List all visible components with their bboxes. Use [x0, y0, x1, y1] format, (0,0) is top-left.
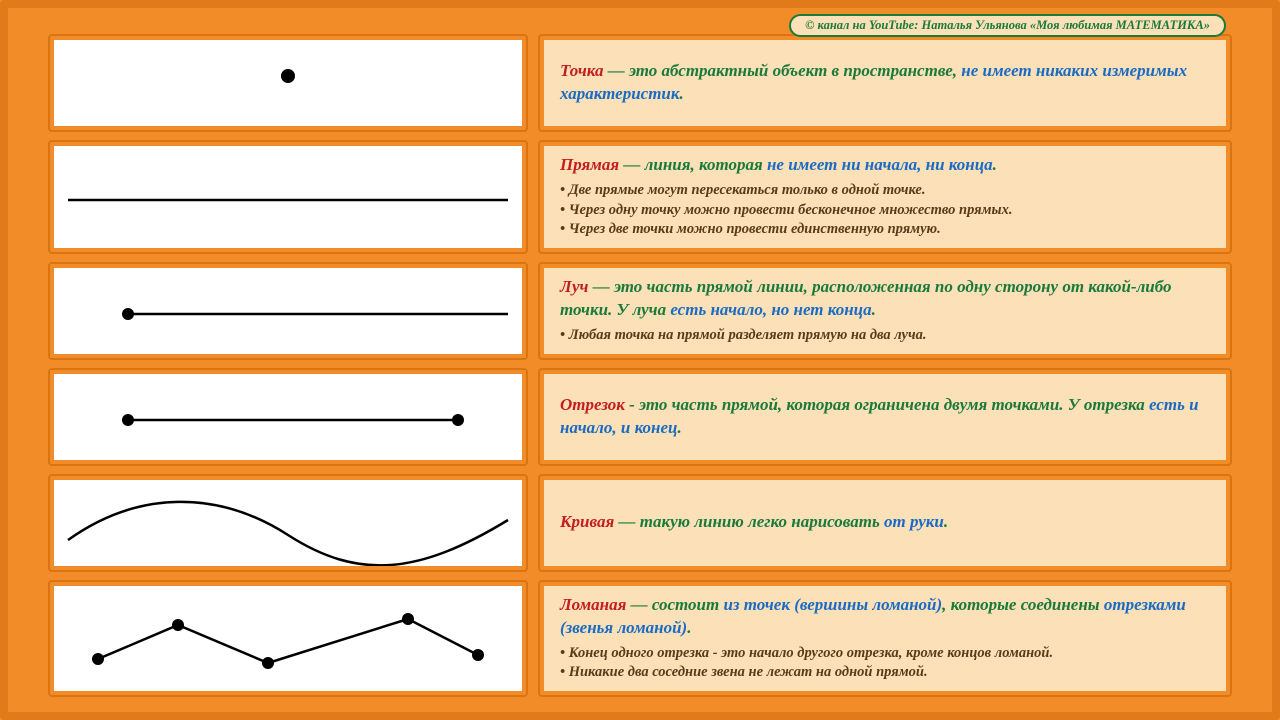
figure-line: [50, 142, 526, 252]
text-span: есть начало, но нет конца: [670, 300, 871, 319]
figure-curve: [50, 476, 526, 570]
definition-text: Луч — это часть прямой линии, расположен…: [560, 276, 1210, 322]
rows-container: Точка — это абстрактный объект в простра…: [50, 36, 1230, 695]
bullet-list: Конец одного отрезка - это начало другог…: [560, 644, 1210, 683]
bullet-item: Никакие два соседние звена не лежат на о…: [560, 663, 1210, 683]
bullet-item: Через одну точку можно провести бесконеч…: [560, 201, 1210, 221]
text-span: — состоит: [626, 595, 723, 614]
desc-polyline: Ломаная — состоит из точек (вершины лома…: [540, 582, 1230, 695]
text-span: .: [680, 84, 684, 103]
text-span: .: [687, 618, 691, 637]
term: Прямая: [560, 155, 619, 174]
term: Кривая: [560, 512, 614, 531]
row-segment: Отрезок - это часть прямой, которая огра…: [50, 370, 1230, 464]
definition-text: Ломаная — состоит из точек (вершины лома…: [560, 594, 1210, 640]
term: Луч: [560, 277, 588, 296]
row-curve: Кривая — такую линию легко нарисовать от…: [50, 476, 1230, 570]
bullet-list: Две прямые могут пересекаться только в о…: [560, 181, 1210, 240]
text-span: — такую линию легко нарисовать: [614, 512, 884, 531]
row-line: Прямая — линия, которая не имеет ни нача…: [50, 142, 1230, 252]
credit-badge: © канал на YouTube: Наталья Ульянова «Мо…: [789, 14, 1226, 37]
term: Ломаная: [560, 595, 626, 614]
desc-segment: Отрезок - это часть прямой, которая огра…: [540, 370, 1230, 464]
desc-curve: Кривая — такую линию легко нарисовать от…: [540, 476, 1230, 570]
bullet-item: Любая точка на прямой разделяет прямую н…: [560, 326, 1210, 346]
desc-ray: Луч — это часть прямой линии, расположен…: [540, 264, 1230, 358]
definition-text: Кривая — такую линию легко нарисовать от…: [560, 511, 1210, 534]
text-span: .: [872, 300, 876, 319]
text-span: — это абстрактный объект в пространстве,: [603, 61, 961, 80]
term: Отрезок: [560, 395, 625, 414]
text-span: — линия, которая: [619, 155, 767, 174]
text-span: .: [944, 512, 948, 531]
bullet-item: Через две точки можно провести единствен…: [560, 220, 1210, 240]
row-polyline: Ломаная — состоит из точек (вершины лома…: [50, 582, 1230, 695]
desc-point: Точка — это абстрактный объект в простра…: [540, 36, 1230, 130]
definition-text: Отрезок - это часть прямой, которая огра…: [560, 394, 1210, 440]
definition-text: Точка — это абстрактный объект в простра…: [560, 60, 1210, 106]
desc-line: Прямая — линия, которая не имеет ни нача…: [540, 142, 1230, 252]
figure-point: [50, 36, 526, 130]
figure-segment: [50, 370, 526, 464]
row-ray: Луч — это часть прямой линии, расположен…: [50, 264, 1230, 358]
bullet-item: Две прямые могут пересекаться только в о…: [560, 181, 1210, 201]
text-span: .: [993, 155, 997, 174]
text-span: от руки: [884, 512, 944, 531]
text-span: .: [677, 418, 681, 437]
figure-polyline: [50, 582, 526, 695]
term: Точка: [560, 61, 603, 80]
definition-text: Прямая — линия, которая не имеет ни нача…: [560, 154, 1210, 177]
figure-ray: [50, 264, 526, 358]
text-span: из точек (вершины ломаной): [723, 595, 942, 614]
text-span: - это часть прямой, которая ограничена д…: [625, 395, 1149, 414]
text-span: , которые соединены: [942, 595, 1104, 614]
text-span: не имеет ни начала, ни конца: [767, 155, 993, 174]
bullet-item: Конец одного отрезка - это начало другог…: [560, 644, 1210, 664]
row-point: Точка — это абстрактный объект в простра…: [50, 36, 1230, 130]
bullet-list: Любая точка на прямой разделяет прямую н…: [560, 326, 1210, 346]
